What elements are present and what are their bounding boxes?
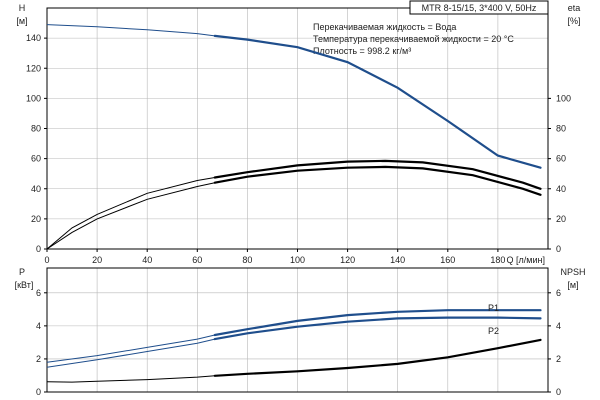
x-tick-label: 60 xyxy=(192,255,202,265)
info-line: Температура перекачиваемой жидкости = 20… xyxy=(313,34,514,44)
model-label: MTR 8-15/15, 3*400 V, 50Hz xyxy=(422,3,537,13)
bottom-curve-p1-bold xyxy=(213,309,542,337)
bottom-left-tick-label: 0 xyxy=(36,387,41,397)
bottom-curve-p2-bold xyxy=(213,316,542,341)
top-right-tick-label: 100 xyxy=(556,93,571,103)
top-left-tick-label: 0 xyxy=(36,244,41,254)
x-tick-label: 180 xyxy=(490,255,505,265)
eta-axis-unit: [%] xyxy=(567,16,580,26)
top-right-tick-label: 0 xyxy=(556,244,561,254)
npsh-axis-title: NPSH xyxy=(560,267,585,277)
bottom-left-tick-label: 4 xyxy=(36,321,41,331)
top-curve-eta-bold xyxy=(213,159,542,190)
top-curve-eta-motor-thin xyxy=(46,182,215,250)
eta-axis-title: eta xyxy=(568,3,581,13)
top-right-tick-label: 80 xyxy=(556,124,566,134)
model-label-box xyxy=(409,0,549,15)
x-tick-label: 20 xyxy=(92,255,102,265)
series-label-p1: P1 xyxy=(488,303,499,313)
top-left-tick-label: 60 xyxy=(31,154,41,164)
bottom-frame xyxy=(46,267,549,393)
top-right-tick-label: 40 xyxy=(556,184,566,194)
bottom-right-tick-label: 0 xyxy=(556,387,561,397)
info-line: Перекачиваемая жидкость = Вода xyxy=(313,22,456,32)
bottom-left-tick-label: 6 xyxy=(36,288,41,298)
bottom-left-tick-label: 2 xyxy=(36,354,41,364)
x-tick-label: 0 xyxy=(44,255,49,265)
x-tick-label: 40 xyxy=(142,255,152,265)
p-axis-unit: [кВт] xyxy=(15,280,34,290)
x-tick-label: 120 xyxy=(340,255,355,265)
bottom-right-tick-label: 2 xyxy=(556,354,561,364)
x-axis-label: Q [л/мин] xyxy=(507,255,545,265)
npsh-axis-unit: [м] xyxy=(567,280,578,290)
bottom-curve-npsh-bold xyxy=(213,338,542,377)
bottom-right-tick-label: 4 xyxy=(556,321,561,331)
top-left-tick-label: 140 xyxy=(26,33,41,43)
bottom-curve-p1-thin xyxy=(46,334,215,363)
top-panel: 0 20 40 60 80 100 120 140 0 20 40 60 80 100 0 20 40 60 80 1… xyxy=(16,0,581,265)
top-curve-h-bold xyxy=(213,34,542,169)
top-left-tick-label: 120 xyxy=(26,63,41,73)
p-axis-title: P xyxy=(19,267,25,277)
bottom-panel: 0 2 4 6 0 2 4 6 P [кВт] NPSH [м] P1 P2 xyxy=(15,267,586,397)
x-tick-label: 80 xyxy=(242,255,252,265)
top-left-tick-label: 100 xyxy=(26,93,41,103)
bottom-right-tick-label: 6 xyxy=(556,288,561,298)
top-left-tick-label: 40 xyxy=(31,184,41,194)
top-curve-eta-motor-bold xyxy=(213,165,542,196)
top-left-tick-label: 20 xyxy=(31,214,41,224)
h-axis-unit: [м] xyxy=(16,16,27,26)
x-tick-label: 140 xyxy=(390,255,405,265)
top-left-tick-label: 80 xyxy=(31,124,41,134)
bottom-curve-npsh-thin xyxy=(46,375,215,383)
top-curve-eta-thin xyxy=(46,177,215,250)
info-line: Плотность = 998.2 кг/м³ xyxy=(313,46,411,56)
x-tick-label: 100 xyxy=(290,255,305,265)
x-tick-label: 160 xyxy=(440,255,455,265)
series-label-p2: P2 xyxy=(488,326,499,336)
top-right-tick-label: 20 xyxy=(556,214,566,224)
top-right-tick-label: 60 xyxy=(556,154,566,164)
h-axis-title: H xyxy=(19,3,26,13)
bottom-curve-p2-thin xyxy=(46,338,215,368)
top-curve-h-thin xyxy=(46,24,215,37)
